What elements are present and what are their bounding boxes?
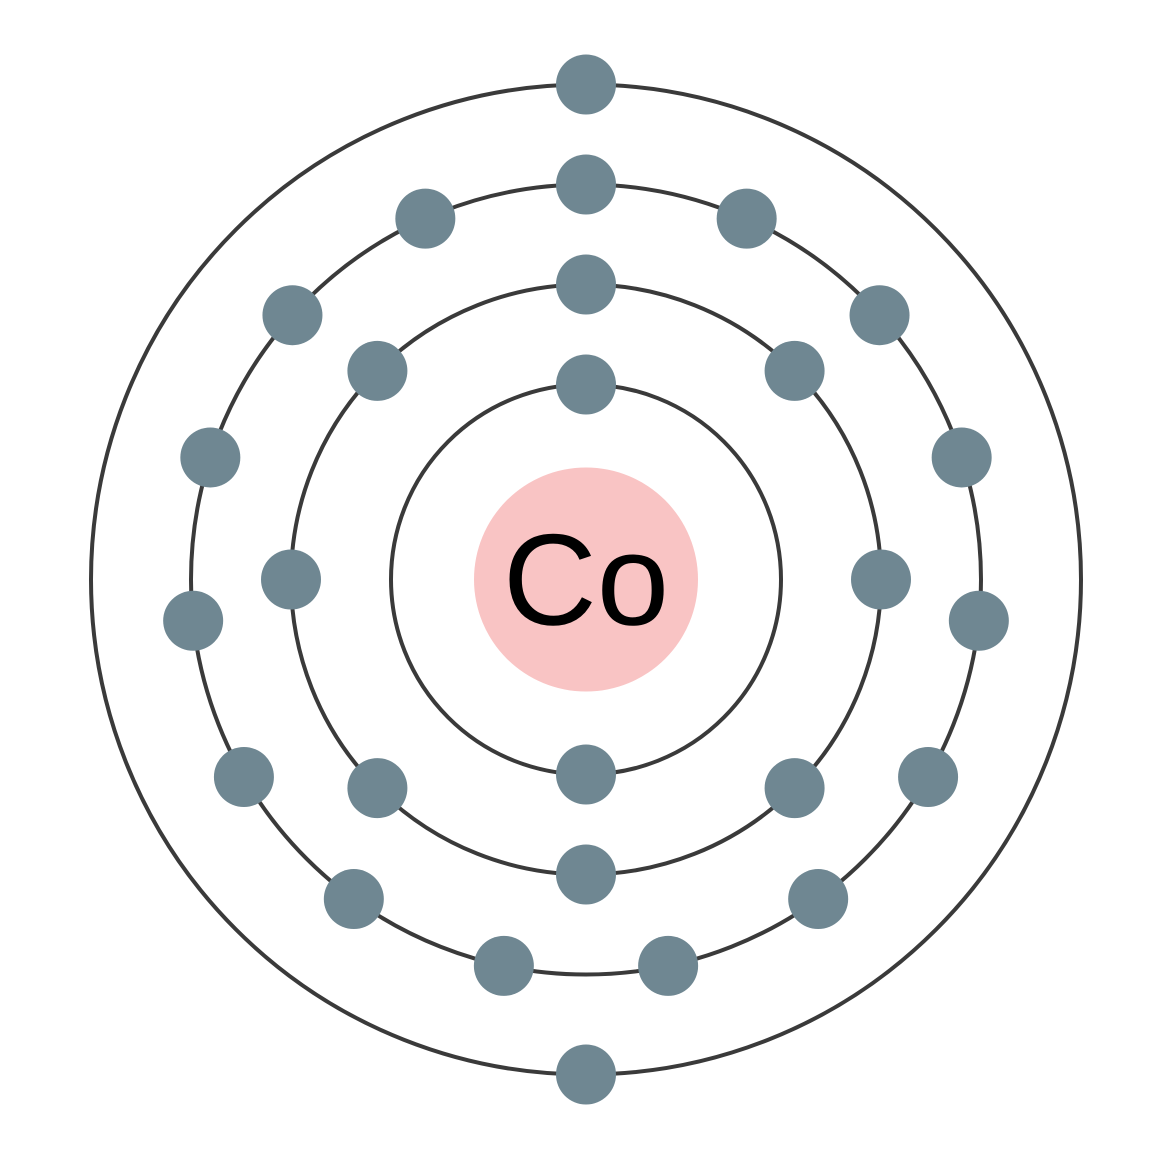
atom-svg: Co: [0, 0, 1172, 1159]
electron-shell3-10: [214, 747, 274, 807]
electron-shell1-1: [556, 745, 616, 805]
electron-shell-diagram: Co: [0, 0, 1172, 1159]
electron-shell2-6: [261, 550, 321, 610]
electron-shell3-6: [788, 869, 848, 929]
electron-shell2-3: [765, 758, 825, 818]
electron-shell3-8: [474, 936, 534, 996]
electron-shell2-7: [347, 341, 407, 401]
nucleus-label: Co: [503, 507, 669, 653]
electron-shell3-11: [163, 591, 223, 651]
electron-shell3-9: [324, 869, 384, 929]
electron-shell2-1: [765, 341, 825, 401]
electron-shell3-7: [638, 936, 698, 996]
electron-shell3-13: [262, 285, 322, 345]
electron-shell3-2: [850, 285, 910, 345]
electron-shell3-14: [395, 189, 455, 249]
electron-shell3-1: [717, 189, 777, 249]
electron-shell3-3: [932, 427, 992, 487]
electron-shell3-0: [556, 155, 616, 215]
electron-shell3-12: [180, 427, 240, 487]
electron-shell2-2: [851, 550, 911, 610]
electron-shell3-4: [949, 591, 1009, 651]
electron-shell2-4: [556, 845, 616, 905]
electron-shell2-5: [347, 758, 407, 818]
electron-shell1-0: [556, 355, 616, 415]
electron-shell4-1: [556, 1045, 616, 1105]
electron-shell2-0: [556, 255, 616, 315]
electron-shell3-5: [898, 747, 958, 807]
electron-shell4-0: [556, 55, 616, 115]
